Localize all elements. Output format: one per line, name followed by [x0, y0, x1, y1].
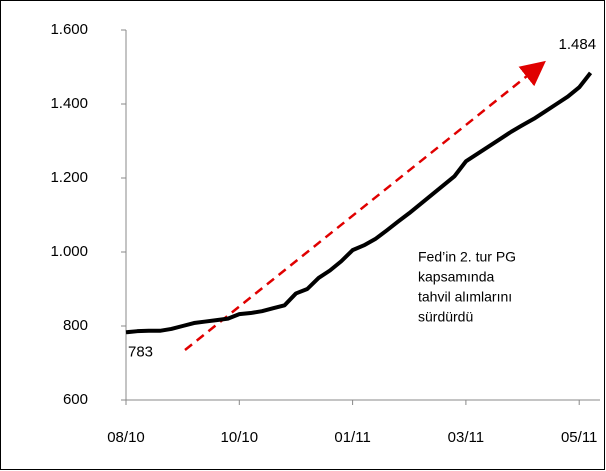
- y-tick-label: 1.600: [50, 21, 88, 38]
- y-tick-label: 800: [63, 317, 88, 334]
- data-line: [125, 71, 593, 335]
- value-label: 783: [128, 343, 153, 360]
- x-tick-label: 10/10: [221, 429, 259, 446]
- annotation: sürdürdü: [418, 309, 473, 325]
- annotation: kapsamında: [418, 269, 494, 285]
- annotation: tahvil alımlarını: [418, 289, 512, 305]
- annotation: Fed’in 2. tur PG: [418, 249, 516, 265]
- y-tick-label: 1.200: [50, 169, 88, 186]
- y-tick-label: 1.000: [50, 243, 88, 260]
- x-tick-label: 05/11: [561, 429, 597, 446]
- x-tick-label: 03/11: [448, 429, 484, 446]
- trend-arrow: [184, 60, 546, 351]
- x-tick-label: 01/11: [334, 429, 370, 446]
- value-label: 1.484: [559, 36, 597, 53]
- x-tick-label: 08/10: [107, 429, 145, 446]
- y-tick-label: 1.400: [50, 95, 88, 112]
- y-tick-label: 600: [63, 391, 88, 408]
